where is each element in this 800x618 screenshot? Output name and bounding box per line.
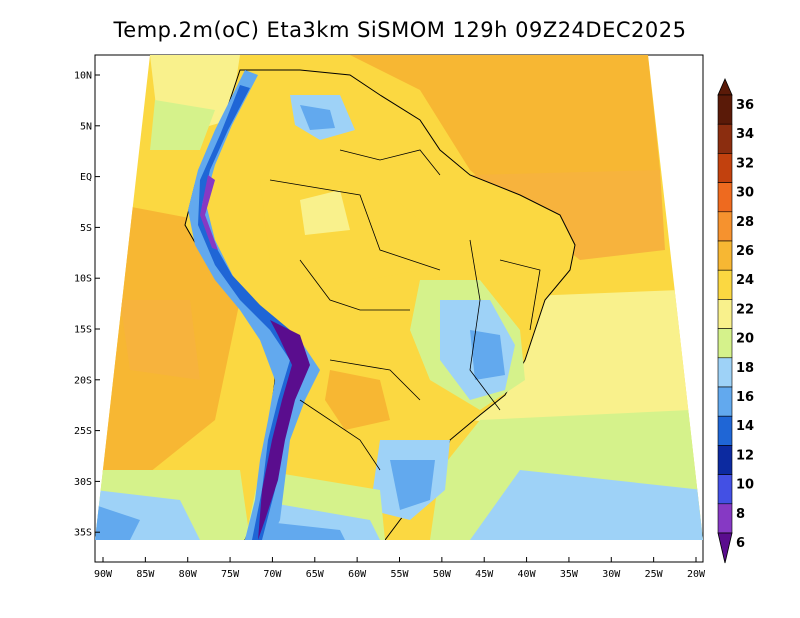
lon-label: 75W [221, 569, 240, 580]
lat-label: 25S [74, 426, 92, 437]
colorbar-label: 28 [736, 215, 754, 230]
colorbar-label: 22 [736, 302, 754, 317]
lon-label: 65W [306, 569, 325, 580]
map-title: Temp.2m(oC) Eta3km SiSMOM 129h 09Z24DEC2… [113, 18, 687, 42]
colorbar-segment [717, 415, 733, 446]
lon-label: 25W [645, 569, 664, 580]
temperature-field [95, 55, 703, 540]
colorbar-arrow-top [717, 78, 733, 96]
lat-label: 10N [74, 71, 92, 82]
lon-label: 40W [518, 569, 537, 580]
lat-label: 5S [80, 223, 92, 234]
lat-label: 15S [74, 325, 92, 336]
colorbar-segment [717, 386, 733, 417]
lon-label: 70W [263, 569, 282, 580]
lon-label: 50W [433, 569, 452, 580]
lon-label: 55W [390, 569, 409, 580]
colorbar-segment [717, 328, 733, 359]
colorbar-segment [717, 94, 733, 125]
longitude-axis: 90W 85W 80W 75W 70W 65W 60W 55W 50W 45W 40W 35W 30W 2… [94, 557, 706, 580]
lat-label: 30S [74, 477, 92, 488]
colorbar-label: 8 [736, 507, 745, 522]
lat-label: EQ [80, 172, 92, 183]
lat-label: 20S [74, 375, 92, 386]
colorbar-label: 30 [736, 186, 754, 201]
colorbar-segment [717, 123, 733, 154]
colorbar-segment [717, 182, 733, 213]
colorbar-segment [717, 269, 733, 300]
colorbar-label: 26 [736, 244, 754, 259]
colorbar-segment [717, 240, 733, 271]
colorbar-label: 16 [736, 390, 754, 405]
colorbar-segment [717, 474, 733, 505]
temperature-colorbar: 36 34 32 30 28 26 24 22 20 18 16 14 12 10 8 6 [717, 78, 754, 564]
lon-label: 35W [560, 569, 579, 580]
lat-label: 35S [74, 528, 92, 539]
colorbar-segment [717, 153, 733, 183]
lon-label: 45W [475, 569, 494, 580]
colorbar-label: 32 [736, 156, 754, 171]
colorbar-label: 36 [736, 98, 754, 113]
lon-label: 80W [179, 569, 198, 580]
colorbar-label: 34 [736, 127, 754, 142]
colorbar-label: 10 [736, 478, 754, 493]
lon-label: 30W [602, 569, 621, 580]
colorbar-label: 24 [736, 273, 754, 288]
colorbar-segment [717, 503, 733, 534]
colorbar-label: 14 [736, 419, 754, 434]
colorbar-segment [717, 211, 733, 242]
lon-label: 90W [94, 569, 113, 580]
latitude-axis: 10N 5N EQ 5S 10S 15S 20S 25S 30S 35S [74, 71, 100, 539]
colorbar-arrow-bottom [717, 532, 733, 564]
colorbar-label: 20 [736, 332, 754, 347]
lon-label: 20W [687, 569, 706, 580]
colorbar-label: 12 [736, 448, 754, 463]
lon-label: 85W [136, 569, 155, 580]
colorbar-segment [717, 357, 733, 388]
lat-label: 5N [80, 121, 92, 132]
colorbar-segment [717, 299, 733, 329]
lat-label: 10S [74, 274, 92, 285]
lon-label: 60W [348, 569, 367, 580]
colorbar-segment [717, 445, 733, 475]
colorbar-label: 18 [736, 361, 754, 376]
colorbar-label: 6 [736, 536, 745, 551]
